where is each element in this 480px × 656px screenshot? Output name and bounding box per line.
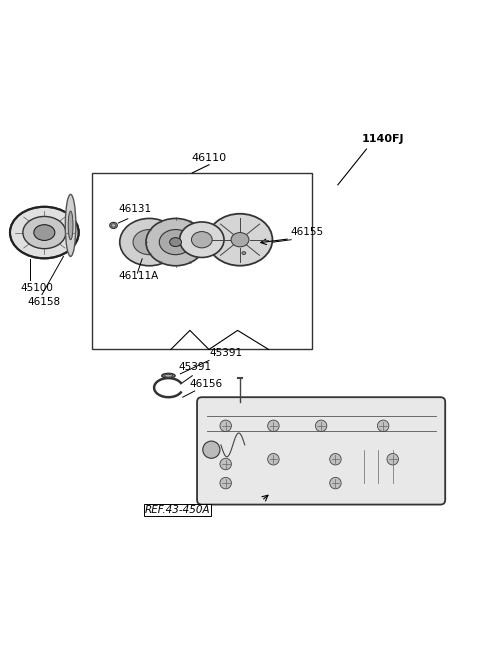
Ellipse shape — [146, 218, 205, 266]
Text: 46156: 46156 — [190, 379, 223, 389]
Ellipse shape — [169, 237, 181, 247]
Ellipse shape — [34, 225, 55, 241]
Ellipse shape — [231, 233, 249, 247]
Circle shape — [220, 420, 231, 432]
Text: 46155: 46155 — [290, 228, 323, 237]
Ellipse shape — [23, 216, 66, 249]
Ellipse shape — [68, 211, 73, 239]
Ellipse shape — [180, 222, 224, 257]
Ellipse shape — [242, 252, 246, 255]
Ellipse shape — [65, 194, 76, 256]
Circle shape — [377, 420, 389, 432]
Ellipse shape — [111, 224, 116, 227]
Ellipse shape — [110, 222, 117, 228]
Circle shape — [268, 453, 279, 465]
Circle shape — [220, 459, 231, 470]
Circle shape — [330, 478, 341, 489]
Circle shape — [268, 420, 279, 432]
Text: 46158: 46158 — [28, 297, 61, 307]
Circle shape — [220, 478, 231, 489]
Text: 45100: 45100 — [21, 283, 53, 293]
Circle shape — [315, 420, 327, 432]
Circle shape — [330, 453, 341, 465]
Ellipse shape — [159, 230, 192, 255]
Ellipse shape — [162, 373, 175, 378]
Ellipse shape — [207, 214, 273, 266]
Text: 46110: 46110 — [192, 154, 227, 163]
Text: REF.43-450A: REF.43-450A — [144, 504, 210, 514]
Text: 46131: 46131 — [118, 205, 151, 215]
Text: 45391: 45391 — [178, 362, 211, 373]
Bar — [92, 173, 312, 350]
Circle shape — [203, 441, 220, 459]
Ellipse shape — [120, 218, 179, 266]
Ellipse shape — [10, 207, 79, 258]
FancyBboxPatch shape — [197, 397, 445, 504]
Text: 45391: 45391 — [209, 348, 242, 358]
Ellipse shape — [133, 230, 166, 255]
Ellipse shape — [192, 232, 212, 248]
Text: 1140FJ: 1140FJ — [362, 134, 404, 144]
Ellipse shape — [164, 375, 173, 377]
Text: 46111A: 46111A — [118, 271, 158, 281]
Circle shape — [387, 453, 398, 465]
